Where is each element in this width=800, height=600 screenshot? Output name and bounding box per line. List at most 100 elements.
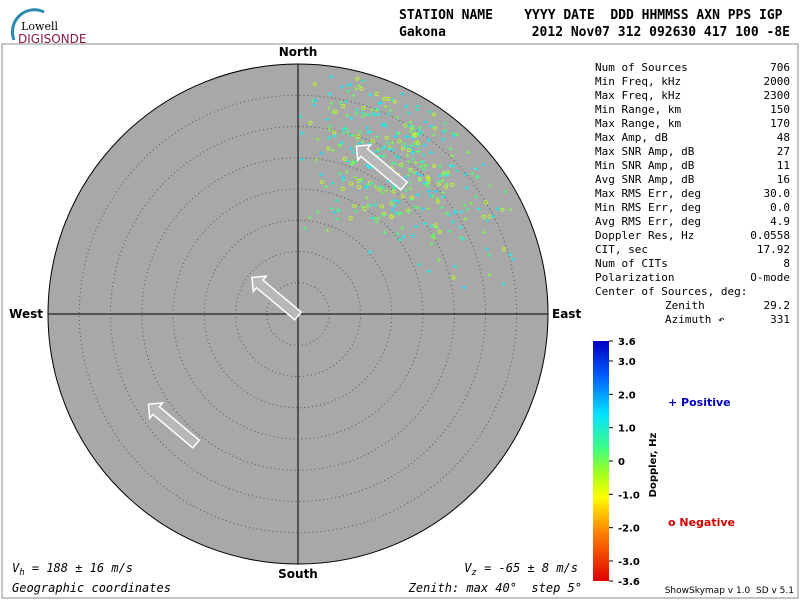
source-pos [382, 144, 387, 149]
source-pos [400, 226, 405, 231]
legend-negative: o Negative [668, 516, 735, 529]
source-neg [326, 146, 331, 151]
source-pos [369, 107, 374, 112]
source-pos [415, 104, 420, 109]
source-pos [332, 134, 337, 139]
source-pos [351, 150, 356, 155]
source-pos [412, 170, 417, 175]
source-pos [415, 171, 420, 176]
source-pos [345, 113, 350, 118]
stat-value: 0.0558 [750, 229, 790, 242]
source-pos [415, 192, 420, 197]
source-neg [356, 134, 361, 139]
source-pos [422, 143, 427, 148]
source-pos [441, 190, 446, 195]
source-pos [404, 104, 409, 109]
source-pos [332, 209, 337, 214]
source-neg [403, 123, 408, 128]
source-pos [444, 182, 449, 187]
south-label: South [278, 567, 318, 581]
source-pos [441, 137, 446, 142]
source-pos [302, 226, 307, 231]
source-neg [391, 189, 396, 194]
source-neg [389, 201, 394, 206]
source-pos [428, 109, 433, 114]
source-pos [367, 250, 372, 255]
source-pos [410, 233, 415, 238]
source-pos [327, 127, 332, 132]
source-neg [312, 82, 317, 87]
source-pos [367, 112, 372, 117]
source-pos [360, 139, 365, 144]
source-neg [308, 120, 313, 125]
stat-label: Avg SNR Amp, dB [595, 173, 695, 186]
source-pos [380, 146, 385, 151]
source-pos [450, 153, 455, 158]
velocity-arrow [147, 402, 201, 449]
source-pos [415, 205, 420, 210]
source-pos [390, 198, 395, 203]
source-pos [473, 194, 478, 199]
source-pos [325, 228, 330, 233]
source-pos [426, 184, 431, 189]
source-pos [464, 185, 469, 190]
source-neg [377, 187, 382, 192]
source-pos [360, 114, 365, 119]
source-pos [495, 206, 500, 211]
source-pos [465, 207, 470, 212]
source-pos [403, 175, 408, 180]
source-pos [357, 141, 362, 146]
source-pos [368, 129, 373, 134]
source-pos [315, 209, 320, 214]
source-pos [312, 103, 317, 108]
source-pos [335, 216, 340, 221]
source-pos [454, 132, 459, 137]
velocity-arrow [355, 144, 409, 191]
source-pos [411, 157, 416, 162]
source-pos [487, 253, 492, 258]
source-pos [327, 135, 332, 140]
source-neg [400, 194, 405, 199]
source-neg [450, 182, 455, 187]
source-pos [391, 147, 396, 152]
source-pos [508, 252, 513, 257]
source-pos [487, 272, 492, 277]
source-pos [396, 155, 401, 160]
source-pos [450, 219, 455, 224]
stat-value: 150 [770, 103, 790, 116]
source-pos [339, 84, 344, 89]
source-pos [437, 257, 442, 262]
stat-value: 4.9 [770, 215, 790, 228]
source-pos [399, 211, 404, 216]
source-pos [353, 209, 358, 214]
legend-positive: + Positive [668, 396, 731, 409]
source-pos [360, 78, 365, 83]
source-pos [414, 224, 419, 229]
source-pos [405, 153, 410, 158]
source-pos [355, 107, 360, 112]
source-pos [351, 93, 356, 98]
stat-value: 16 [777, 173, 790, 186]
source-pos [381, 213, 386, 218]
source-pos [363, 185, 368, 190]
source-pos [429, 241, 434, 246]
source-pos [458, 235, 463, 240]
source-pos [427, 193, 432, 198]
source-pos [324, 184, 329, 189]
colorbar-tick-label: -3.0 [618, 557, 640, 568]
source-pos [376, 147, 381, 152]
source-pos [408, 129, 413, 134]
source-pos [344, 169, 349, 174]
source-pos [406, 159, 411, 164]
stat-value: 170 [770, 117, 790, 130]
stat-value: 48 [777, 131, 790, 144]
source-neg [409, 125, 414, 130]
source-pos [423, 119, 428, 124]
source-pos [397, 211, 402, 216]
source-pos [427, 269, 432, 274]
colorbar-tick-label: -3.6 [618, 577, 640, 588]
source-neg [483, 200, 488, 205]
source-pos [314, 157, 319, 162]
source-pos [412, 205, 417, 210]
source-neg [400, 146, 405, 151]
